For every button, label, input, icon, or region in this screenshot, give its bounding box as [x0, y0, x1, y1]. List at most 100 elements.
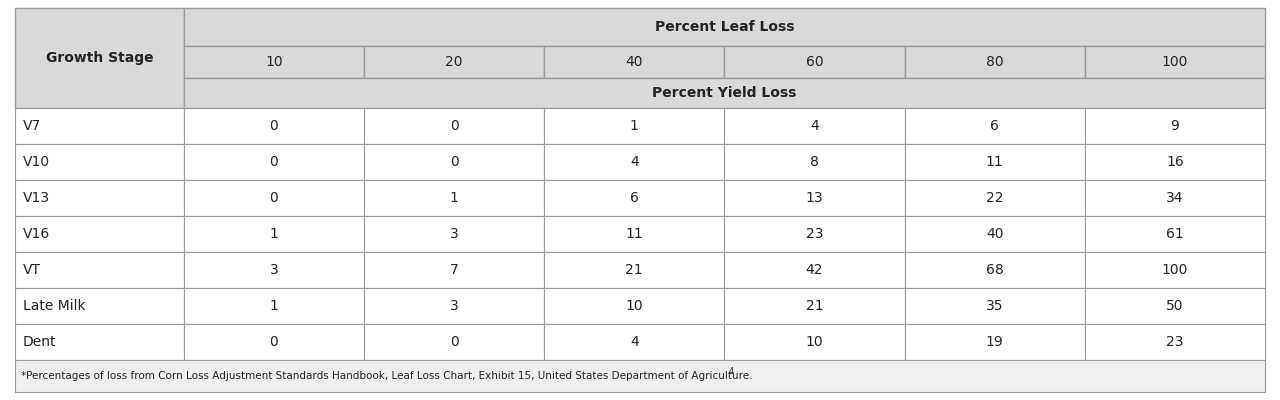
Text: 100: 100	[1162, 55, 1188, 69]
Bar	[724, 180, 905, 216]
Bar	[184, 8, 1265, 46]
Text: *Percentages of loss from Corn Loss Adjustment Standards Handbook, Leaf Loss Cha: *Percentages of loss from Corn Loss Adju…	[20, 371, 753, 381]
Text: 3: 3	[449, 299, 458, 313]
Text: Late Milk: Late Milk	[23, 299, 86, 313]
Text: 13: 13	[805, 191, 823, 205]
Text: 1: 1	[269, 299, 278, 313]
Bar	[544, 46, 724, 78]
Bar	[724, 144, 905, 180]
Bar	[15, 180, 184, 216]
Bar	[15, 108, 184, 144]
Bar	[1084, 46, 1265, 78]
Bar	[544, 324, 724, 360]
Text: 6: 6	[630, 191, 639, 205]
Text: 68: 68	[986, 263, 1004, 277]
Bar	[184, 288, 364, 324]
Text: 23: 23	[1166, 335, 1184, 349]
Text: 19: 19	[986, 335, 1004, 349]
Bar	[724, 46, 905, 78]
Bar	[364, 180, 544, 216]
Text: 3: 3	[270, 263, 278, 277]
Bar	[905, 180, 1084, 216]
Text: 50: 50	[1166, 299, 1184, 313]
Text: 0: 0	[449, 119, 458, 133]
Text: 0: 0	[270, 335, 278, 349]
Bar	[544, 216, 724, 252]
Text: 61: 61	[1166, 227, 1184, 241]
Text: 16: 16	[1166, 155, 1184, 169]
Text: 100: 100	[1162, 263, 1188, 277]
Bar	[905, 216, 1084, 252]
Text: 35: 35	[986, 299, 1004, 313]
Text: 9: 9	[1170, 119, 1179, 133]
Text: 1: 1	[630, 119, 639, 133]
Text: 0: 0	[270, 155, 278, 169]
Text: V7: V7	[23, 119, 41, 133]
Text: 11: 11	[986, 155, 1004, 169]
Text: 4: 4	[728, 368, 733, 376]
Bar	[184, 324, 364, 360]
Bar	[184, 46, 364, 78]
Text: Dent: Dent	[23, 335, 56, 349]
Bar	[184, 216, 364, 252]
Text: 6: 6	[991, 119, 1000, 133]
Bar	[724, 288, 905, 324]
Bar	[724, 252, 905, 288]
Bar	[364, 288, 544, 324]
Bar	[1084, 180, 1265, 216]
Bar	[544, 108, 724, 144]
Bar	[364, 252, 544, 288]
Text: 0: 0	[449, 335, 458, 349]
Bar	[544, 252, 724, 288]
Bar	[364, 216, 544, 252]
Text: 3: 3	[449, 227, 458, 241]
Text: 0: 0	[449, 155, 458, 169]
Bar	[15, 360, 1265, 392]
Bar	[905, 46, 1084, 78]
Bar	[184, 108, 364, 144]
Text: Growth Stage: Growth Stage	[46, 51, 154, 65]
Text: 1: 1	[269, 227, 278, 241]
Bar	[364, 144, 544, 180]
Bar	[544, 288, 724, 324]
Bar	[905, 324, 1084, 360]
Text: 8: 8	[810, 155, 819, 169]
Text: V10: V10	[23, 155, 50, 169]
Bar	[15, 216, 184, 252]
Text: V13: V13	[23, 191, 50, 205]
Text: 40: 40	[626, 55, 643, 69]
Bar	[724, 216, 905, 252]
Text: 42: 42	[805, 263, 823, 277]
Bar	[184, 144, 364, 180]
Bar	[364, 324, 544, 360]
Text: Percent Leaf Loss: Percent Leaf Loss	[654, 20, 794, 34]
Bar	[1084, 144, 1265, 180]
Bar	[15, 252, 184, 288]
Bar	[905, 108, 1084, 144]
Text: 11: 11	[626, 227, 643, 241]
Bar	[905, 288, 1084, 324]
Text: 40: 40	[986, 227, 1004, 241]
Text: VT: VT	[23, 263, 41, 277]
Text: 4: 4	[630, 155, 639, 169]
Text: 23: 23	[805, 227, 823, 241]
Text: 0: 0	[270, 191, 278, 205]
Bar	[1084, 108, 1265, 144]
Bar	[15, 324, 184, 360]
Bar	[1084, 288, 1265, 324]
Bar	[544, 144, 724, 180]
Bar	[15, 288, 184, 324]
Text: 1: 1	[449, 191, 458, 205]
Text: 22: 22	[986, 191, 1004, 205]
Bar	[364, 46, 544, 78]
Text: V16: V16	[23, 227, 50, 241]
Bar	[1084, 324, 1265, 360]
Bar	[364, 108, 544, 144]
Bar	[544, 180, 724, 216]
Bar	[15, 144, 184, 180]
Text: 21: 21	[805, 299, 823, 313]
Text: 60: 60	[805, 55, 823, 69]
Text: 4: 4	[810, 119, 819, 133]
Text: 34: 34	[1166, 191, 1184, 205]
Bar	[905, 144, 1084, 180]
